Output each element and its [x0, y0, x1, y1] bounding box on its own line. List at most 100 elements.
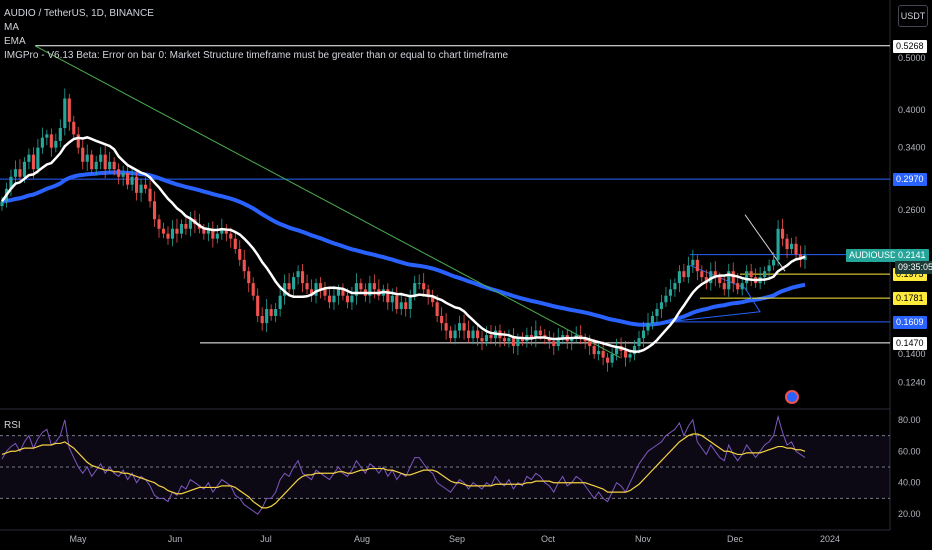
candle-63 [283, 274, 287, 305]
candle-13 [58, 119, 62, 148]
ema-polyline [1, 170, 806, 327]
candle-113 [507, 329, 511, 348]
currency-button[interactable]: USDT [898, 5, 928, 27]
candle-body-153 [686, 265, 690, 278]
candle-167 [749, 263, 753, 287]
candle-148 [664, 287, 668, 307]
candle-36 [161, 222, 166, 239]
candle-body-100 [449, 330, 453, 339]
candle-body-139 [623, 350, 628, 358]
candle-body-109 [489, 335, 493, 339]
indicator-ma[interactable]: MA [4, 22, 19, 33]
candle-137 [615, 338, 619, 361]
candle-body-56 [251, 283, 255, 296]
candle-159 [713, 261, 717, 287]
candle-61 [274, 303, 278, 323]
indicator-imgpro[interactable]: IMGPro - V6.13 Beta: Error on bar 0: Mar… [4, 50, 509, 61]
candle-body-29 [130, 176, 134, 185]
candle-body-22 [99, 154, 103, 162]
candle-body-148 [664, 295, 668, 303]
candle-9 [40, 127, 44, 154]
candle-74 [332, 285, 336, 310]
candle-83 [372, 274, 376, 299]
candle-body-38 [170, 228, 175, 239]
candle-145 [650, 311, 655, 330]
candle-53 [238, 240, 242, 266]
rsi-pane [0, 414, 890, 515]
candle-42 [188, 211, 192, 237]
candle-129 [579, 325, 583, 345]
candle-141 [632, 340, 637, 361]
candle-body-97 [435, 302, 439, 316]
candle-body-130 [583, 338, 587, 342]
candle-body-150 [673, 283, 677, 290]
candle-body-167 [749, 271, 753, 278]
candle-67 [300, 263, 305, 293]
candle-body-0 [0, 201, 4, 207]
candle-body-95 [426, 289, 430, 296]
candle-body-60 [269, 309, 273, 316]
candle-body-63 [283, 283, 287, 296]
candle-body-158 [709, 271, 713, 284]
candle-body-9 [40, 137, 44, 148]
candle-body-103 [462, 323, 466, 331]
price-tag-0: 0.5268 [893, 39, 927, 53]
candle-94 [422, 273, 426, 297]
candle-body-135 [606, 357, 610, 363]
candle-body-50 [224, 228, 228, 234]
candle-body-13 [58, 127, 62, 141]
candle-body-5 [22, 161, 27, 177]
candle-body-133 [597, 350, 601, 355]
candle-body-174 [780, 228, 785, 239]
candle-161 [722, 277, 726, 296]
rsi-label[interactable]: RSI [4, 420, 21, 431]
candle-body-108 [484, 335, 489, 342]
candle-body-144 [646, 323, 650, 331]
candle-96 [431, 289, 435, 307]
candle-body-119 [534, 330, 538, 339]
candle-34 [152, 191, 157, 227]
candle-body-82 [368, 283, 372, 296]
symbol-title[interactable]: AUDIO / TetherUS, 1D, BINANCE [4, 8, 154, 19]
candle-body-173 [776, 228, 780, 260]
candle-28 [126, 164, 130, 190]
candle-130 [583, 333, 587, 349]
candle-body-48 [215, 233, 219, 239]
price-tick-0: 0.5000 [898, 53, 926, 63]
alert-icon[interactable] [785, 390, 799, 404]
candle-body-127 [570, 338, 574, 342]
rsi-ma-line [1, 433, 806, 509]
candle-59 [265, 298, 269, 333]
candle-27 [121, 165, 125, 186]
rsi-tick-1: 60.00 [898, 446, 921, 456]
candle-142 [637, 330, 641, 354]
candle-56 [251, 277, 255, 301]
candle-body-71 [318, 283, 323, 290]
candle-body-27 [121, 172, 125, 177]
time-tick-8: 2024 [820, 534, 840, 544]
candle-body-10 [45, 134, 49, 138]
candle-body-16 [72, 121, 76, 135]
price-tick-1: 0.4000 [898, 105, 926, 115]
candle-body-24 [108, 161, 112, 170]
candle-118 [529, 326, 533, 346]
candle-89 [399, 292, 403, 316]
price-tick-3: 0.2600 [898, 205, 926, 215]
candle-8 [36, 139, 40, 174]
candle-body-93 [417, 283, 421, 285]
candle-body-12 [54, 140, 58, 148]
descending-trendline [34, 45, 621, 359]
candle-body-77 [345, 295, 349, 303]
candle-76 [341, 283, 345, 301]
indicator-ema[interactable]: EMA [4, 36, 26, 47]
time-tick-6: Nov [635, 534, 652, 544]
candle-152 [682, 263, 686, 282]
candle-body-75 [336, 289, 341, 296]
candle-82 [368, 275, 372, 304]
candle-body-156 [700, 271, 704, 278]
candle-29 [130, 166, 134, 191]
candle-127 [570, 330, 574, 351]
candle-body-8 [36, 147, 40, 170]
price-tick-2: 0.3400 [898, 143, 926, 153]
